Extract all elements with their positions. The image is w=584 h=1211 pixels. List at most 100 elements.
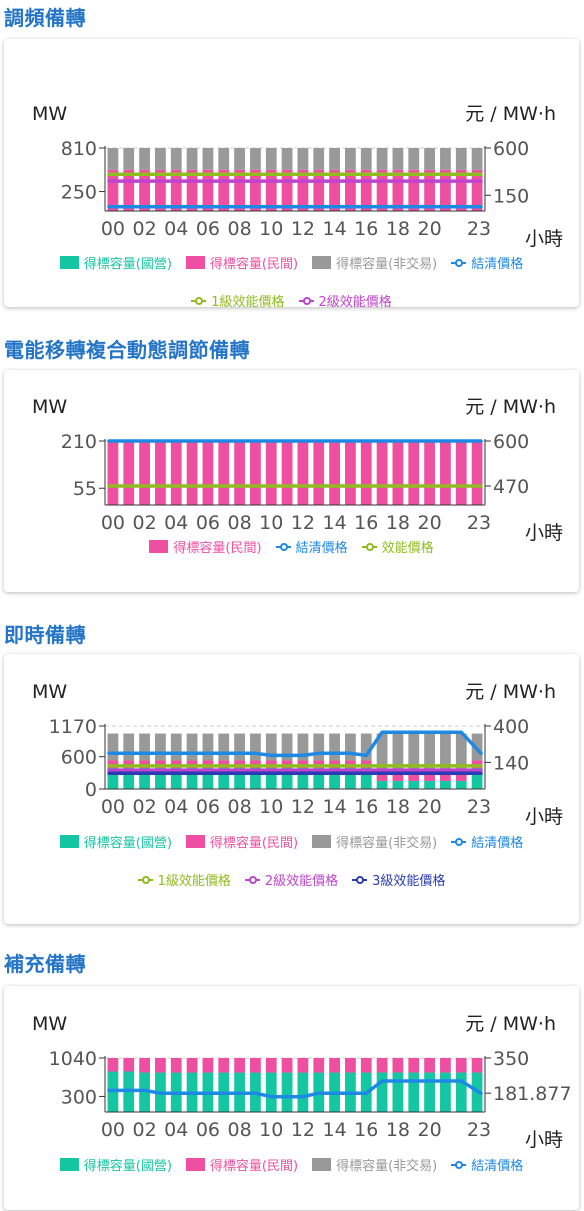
bar-private[interactable] [455, 169, 467, 211]
bar-private[interactable] [329, 169, 340, 211]
bar-state[interactable] [202, 768, 214, 789]
bar-private[interactable] [392, 1058, 404, 1073]
bar-private[interactable] [455, 773, 467, 781]
bar-nontrade[interactable] [186, 733, 198, 761]
bar-private[interactable] [139, 169, 150, 211]
bar-private[interactable] [107, 1058, 119, 1072]
bar-private[interactable] [471, 1058, 483, 1073]
bar-private[interactable] [360, 169, 372, 211]
bar-nontrade[interactable] [360, 733, 372, 761]
bar-nontrade[interactable] [424, 733, 435, 774]
bar-private[interactable] [360, 1058, 372, 1073]
bar-private[interactable] [234, 169, 245, 211]
bar-state[interactable] [408, 780, 420, 789]
bar-state[interactable] [424, 780, 435, 789]
bar-state[interactable] [139, 768, 150, 789]
bar-private[interactable] [123, 169, 135, 211]
bar-private[interactable] [123, 441, 135, 505]
bar-nontrade[interactable] [329, 148, 340, 170]
bar-private[interactable] [471, 441, 483, 505]
bar-private[interactable] [455, 441, 467, 505]
bar-nontrade[interactable] [424, 148, 435, 170]
bar-private[interactable] [345, 1058, 356, 1073]
bar-nontrade[interactable] [250, 733, 261, 761]
bar-state[interactable] [329, 768, 340, 789]
bar-state[interactable] [218, 768, 230, 789]
bar-nontrade[interactable] [265, 733, 277, 761]
bar-state[interactable] [170, 768, 182, 789]
legend-item[interactable]: 得標容量(非交易) [312, 253, 437, 272]
bar-private[interactable] [186, 441, 198, 505]
bar-nontrade[interactable] [234, 733, 245, 761]
bar-state[interactable] [313, 768, 325, 789]
bar-private[interactable] [250, 441, 261, 505]
bar-private[interactable] [297, 1058, 309, 1073]
bar-state[interactable] [376, 780, 388, 789]
bar-private[interactable] [155, 1058, 166, 1073]
bar-private[interactable] [218, 169, 230, 211]
bar-state[interactable] [471, 768, 483, 789]
bar-private[interactable] [265, 169, 277, 211]
bar-private[interactable] [360, 441, 372, 505]
bar-private[interactable] [186, 169, 198, 211]
bar-private[interactable] [186, 1058, 198, 1073]
bar-private[interactable] [408, 441, 420, 505]
bar-nontrade[interactable] [139, 148, 150, 170]
legend-item[interactable]: 效能價格 [361, 537, 434, 556]
bar-private[interactable] [170, 441, 182, 505]
bar-state[interactable] [297, 768, 309, 789]
bar-private[interactable] [376, 441, 388, 505]
bar-state[interactable] [408, 1072, 420, 1112]
bar-state[interactable] [155, 768, 166, 789]
bar-nontrade[interactable] [392, 733, 404, 774]
bar-private[interactable] [329, 441, 340, 505]
legend-item[interactable]: 得標容量(非交易) [312, 1155, 437, 1174]
legend-item[interactable]: 得標容量(國營) [59, 832, 172, 851]
bar-private[interactable] [376, 1058, 388, 1073]
bar-nontrade[interactable] [408, 148, 420, 170]
bar-private[interactable] [297, 441, 309, 505]
bar-nontrade[interactable] [345, 733, 356, 761]
bar-state[interactable] [376, 1072, 388, 1112]
bar-nontrade[interactable] [202, 148, 214, 170]
legend-item[interactable]: 3級效能價格 [352, 870, 445, 889]
legend-item[interactable]: 得標容量(非交易) [312, 832, 437, 851]
bar-nontrade[interactable] [329, 733, 340, 761]
line-clearing[interactable] [107, 1079, 483, 1099]
bar-private[interactable] [392, 169, 404, 211]
bar-private[interactable] [408, 773, 420, 781]
legend-item[interactable]: 得標容量(國營) [59, 253, 172, 272]
bar-private[interactable] [440, 169, 451, 211]
bar-state[interactable] [139, 1072, 150, 1112]
legend-item[interactable]: 得標容量(民間) [185, 253, 298, 272]
bar-private[interactable] [424, 1058, 435, 1073]
bar-private[interactable] [107, 441, 119, 505]
bar-private[interactable] [250, 1058, 261, 1073]
bar-private[interactable] [313, 1058, 325, 1073]
bar-private[interactable] [218, 441, 230, 505]
legend-item[interactable]: 得標容量(國營) [59, 1155, 172, 1174]
bar-private[interactable] [155, 441, 166, 505]
bar-nontrade[interactable] [360, 148, 372, 170]
legend-item[interactable]: 得標容量(民間) [149, 537, 262, 556]
bar-state[interactable] [250, 768, 261, 789]
bar-private[interactable] [155, 169, 166, 211]
legend-item[interactable]: 結清價格 [451, 253, 523, 272]
bar-nontrade[interactable] [139, 733, 150, 761]
bar-nontrade[interactable] [440, 148, 451, 170]
bar-state[interactable] [360, 768, 372, 789]
bar-private[interactable] [202, 169, 214, 211]
bar-nontrade[interactable] [250, 148, 261, 170]
bar-private[interactable] [440, 441, 451, 505]
bar-private[interactable] [329, 1058, 340, 1073]
bar-private[interactable] [139, 1058, 150, 1073]
bar-state[interactable] [440, 780, 451, 789]
legend-item[interactable]: 2級效能價格 [298, 291, 392, 310]
bar-state[interactable] [455, 780, 467, 789]
line-clearing[interactable] [107, 730, 483, 758]
bar-private[interactable] [250, 169, 261, 211]
bar-nontrade[interactable] [218, 148, 230, 170]
bar-nontrade[interactable] [265, 148, 277, 170]
bar-nontrade[interactable] [218, 733, 230, 761]
legend-item[interactable]: 1級效能價格 [137, 870, 231, 889]
